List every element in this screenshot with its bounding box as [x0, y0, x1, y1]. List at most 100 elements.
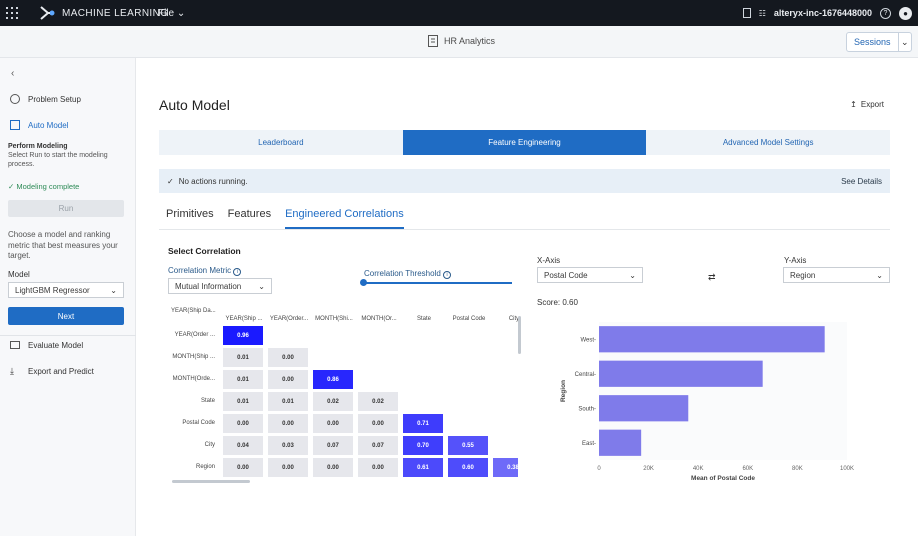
heatmap-cell[interactable]: 0.60 — [448, 458, 488, 477]
correlation-threshold-track[interactable] — [364, 282, 512, 284]
subtab-engineered-correlations[interactable]: Engineered Correlations — [285, 203, 404, 229]
app-title: MACHINE LEARNING — [62, 8, 169, 19]
chevron-down-icon: ⌄ — [176, 8, 186, 19]
document-icon[interactable] — [742, 8, 751, 18]
tab-feature-engineering[interactable]: Feature Engineering — [402, 130, 647, 155]
heatmap-horizontal-scrollbar[interactable] — [172, 480, 250, 483]
sidebar-item-export-predict[interactable]: ⤓ Export and Predict — [0, 362, 136, 380]
heatmap-cell[interactable]: 0.00 — [313, 414, 353, 433]
account-name[interactable]: alteryx-inc-1676448000 — [773, 8, 872, 18]
sidebar-item-auto-model[interactable]: Auto Model — [0, 116, 136, 134]
heatmap-cell[interactable]: 0.96 — [223, 326, 263, 345]
model-select[interactable]: LightGBM Regressor ⌄ — [8, 282, 124, 298]
heatmap-cell[interactable]: 0.00 — [268, 370, 308, 389]
heatmap-cell[interactable]: 0.71 — [403, 414, 443, 433]
project-bar: HR Analytics Sessions ⌄ — [0, 26, 918, 58]
info-icon[interactable]: i — [443, 271, 452, 279]
heatmap-cell[interactable]: 0.00 — [313, 458, 353, 477]
heatmap-cell[interactable]: 0.00 — [223, 458, 263, 477]
page-title: Auto Model — [159, 97, 230, 113]
heatmap-cell[interactable]: 0.00 — [268, 414, 308, 433]
help-icon[interactable]: ? — [880, 7, 891, 19]
user-avatar-icon[interactable]: ● — [899, 6, 912, 20]
heatmap-cell[interactable]: 0.00 — [268, 458, 308, 477]
sidebar-item-label: Export and Predict — [28, 366, 94, 376]
heatmap-vertical-scrollbar[interactable] — [518, 316, 521, 354]
subtab-features[interactable]: Features — [227, 208, 272, 220]
tab-leaderboard[interactable]: Leaderboard — [159, 130, 403, 155]
sidebar-divider — [0, 335, 136, 336]
sessions-label: Sessions — [847, 33, 899, 51]
run-button[interactable]: Run — [8, 200, 124, 217]
download-icon: ⤓ — [10, 366, 14, 376]
heatmap-corner-label: YEAR(Ship Da... — [171, 308, 216, 314]
heatmap-column-label: YEAR(Ship ... — [225, 316, 263, 322]
heatmap-cell[interactable]: 0.55 — [448, 436, 488, 455]
next-button[interactable]: Next — [8, 307, 124, 325]
sidebar-item-label: Auto Model — [28, 120, 69, 130]
bar[interactable] — [599, 326, 825, 353]
y-axis-select[interactable]: Region ⌄ — [783, 267, 890, 283]
info-icon[interactable]: i — [233, 268, 242, 276]
modeling-complete-label: Modeling complete — [16, 182, 80, 191]
sidebar-item-label: Evaluate Model — [28, 340, 84, 350]
correlation-threshold-handle[interactable] — [360, 279, 367, 286]
sidebar-item-evaluate-model[interactable]: Evaluate Model — [0, 336, 136, 354]
heatmap-cell[interactable]: 0.00 — [223, 414, 263, 433]
x-tick-label: 20K — [643, 466, 654, 472]
heatmap-cell[interactable]: 0.07 — [313, 436, 353, 455]
project-header: HR Analytics — [428, 35, 495, 47]
heatmap-cell[interactable]: 0.01 — [223, 348, 263, 367]
heatmap-cell[interactable]: 0.02 — [358, 392, 398, 411]
heatmap-column-label: State — [416, 316, 431, 322]
sessions-button[interactable]: Sessions ⌄ — [846, 32, 912, 52]
feature-subtabs: Primitives Features Engineered Correlati… — [159, 203, 890, 230]
export-button[interactable]: ↥ Export — [850, 100, 884, 109]
x-axis-select[interactable]: Postal Code ⌄ — [537, 267, 643, 283]
correlation-metric-select[interactable]: Mutual Information ⌄ — [168, 278, 272, 294]
sidebar-item-problem-setup[interactable]: Problem Setup — [0, 90, 136, 108]
correlation-threshold-label-text: Correlation Threshold — [364, 269, 441, 278]
swap-axes-icon[interactable]: ⇄ — [708, 272, 716, 282]
top-bar: MACHINE LEARNING File ⌄ ☷ alteryx-inc-16… — [0, 0, 918, 26]
heatmap-cell[interactable]: 0.00 — [358, 414, 398, 433]
heatmap-cell[interactable]: 0.01 — [268, 392, 308, 411]
heatmap-cell[interactable]: 0.86 — [313, 370, 353, 389]
monitor-icon — [10, 341, 20, 349]
select-correlation-title: Select Correlation — [168, 246, 241, 256]
correlation-metric-label: Correlation Metric i — [168, 266, 242, 276]
checkmark-icon: ✓ — [8, 182, 15, 191]
export-label: Export — [860, 100, 884, 109]
heatmap-cell[interactable]: 0.02 — [313, 392, 353, 411]
auto-model-tabs: Leaderboard Feature Engineering Advanced… — [159, 130, 891, 155]
bar[interactable] — [599, 395, 689, 422]
heatmap-cell[interactable]: 0.07 — [358, 436, 398, 455]
file-menu[interactable]: File ⌄ — [158, 8, 185, 19]
see-details-link[interactable]: See Details — [841, 176, 882, 186]
x-axis-value: Postal Code — [544, 270, 588, 280]
heatmap-cell[interactable]: 0.61 — [403, 458, 443, 477]
heatmap-cell[interactable]: 0.04 — [223, 436, 263, 455]
project-name: HR Analytics — [444, 36, 496, 46]
heatmap-cell[interactable]: 0.00 — [268, 348, 308, 367]
app-grid-icon[interactable] — [6, 7, 18, 19]
chevron-down-icon[interactable]: ⌄ — [900, 36, 909, 47]
choose-model-text: Choose a model and ranking metric that b… — [8, 230, 118, 260]
heatmap-cell[interactable]: 0.01 — [223, 370, 263, 389]
heatmap-cell[interactable]: 0.00 — [358, 458, 398, 477]
subtab-primitives[interactable]: Primitives — [166, 208, 214, 220]
bar[interactable] — [599, 429, 642, 456]
heatmap-cell[interactable]: 0.38 — [493, 458, 518, 477]
heatmap-cell[interactable]: 0.01 — [223, 392, 263, 411]
heatmap-cell[interactable]: 0.03 — [268, 436, 308, 455]
heatmap-column-label: Postal Code — [452, 316, 486, 322]
checkmark-icon: ✓ — [167, 176, 174, 186]
back-chevron-icon[interactable]: ‹ — [11, 68, 15, 79]
x-axis-label: X-Axis — [537, 256, 561, 265]
tab-advanced-model-settings[interactable]: Advanced Model Settings — [646, 130, 891, 155]
heatmap-cell[interactable]: 0.70 — [403, 436, 443, 455]
heatmap-row-label: YEAR(Order ... — [174, 332, 215, 338]
x-tick-label: 60K — [742, 466, 753, 472]
bar[interactable] — [599, 360, 763, 387]
y-tick-label: West- — [580, 337, 596, 343]
